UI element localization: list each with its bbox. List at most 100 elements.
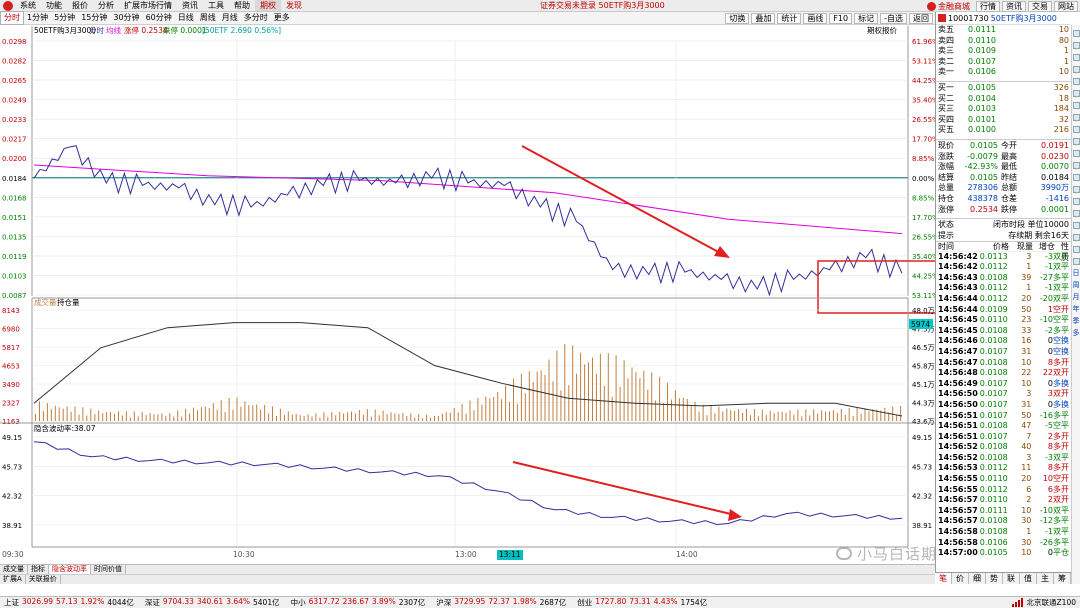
f10-button[interactable]: F10 bbox=[829, 13, 853, 24]
sidebar-tool-icon[interactable] bbox=[1072, 174, 1080, 181]
connection-status[interactable]: 北京联通Z100 bbox=[1009, 597, 1080, 608]
tab-ticks[interactable]: 笔 bbox=[935, 573, 952, 584]
website-button[interactable]: 网站 bbox=[1054, 0, 1078, 12]
period-60min[interactable]: 60分钟 bbox=[145, 13, 172, 22]
option-quote-link[interactable]: 期权报价 bbox=[867, 25, 897, 35]
tick-row[interactable]: 14:56:49 0.0107 10 0 多换 bbox=[936, 379, 1071, 390]
intraday-chart[interactable]: 50ETF购3月3000 分时 均线 涨停 0.2534 跌停 0.0001 [… bbox=[0, 25, 935, 564]
tab-value[interactable]: 值 bbox=[1020, 573, 1037, 584]
sidebar-period-quarter[interactable]: 季 bbox=[1072, 317, 1080, 325]
tick-row[interactable]: 14:56:51 0.0107 7 2 多开 bbox=[936, 432, 1071, 443]
tick-table[interactable]: 14:56:42 0.0113 3 -3 双平 14:56:42 0.0112 1 -1 双平 14… bbox=[936, 252, 1071, 559]
tab-volume[interactable]: 成交量 bbox=[0, 565, 28, 574]
index-item[interactable]: 深证 9704.33 340.61 3.64% 5401亿 bbox=[141, 597, 287, 608]
tab-trend[interactable]: 势 bbox=[986, 573, 1003, 584]
tab-extension-a[interactable]: 扩展A bbox=[0, 575, 26, 584]
sidebar-tool-icon[interactable] bbox=[1072, 222, 1080, 229]
ask-row[interactable]: 卖五 0.0111 10 bbox=[936, 25, 1071, 36]
tick-row[interactable]: 14:56:43 0.0112 1 -1 双平 bbox=[936, 283, 1071, 294]
tick-row[interactable]: 14:56:44 0.0109 50 1 空开 bbox=[936, 305, 1071, 316]
tick-row[interactable]: 14:56:46 0.0108 16 0 空换 bbox=[936, 336, 1071, 347]
tick-row[interactable]: 14:56:50 0.0107 31 0 多换 bbox=[936, 400, 1071, 411]
sidebar-tool-icon[interactable] bbox=[1072, 66, 1080, 73]
period-30min[interactable]: 30分钟 bbox=[113, 13, 140, 22]
tab-detail[interactable]: 细 bbox=[969, 573, 986, 584]
menu-item-discover[interactable]: 发现 bbox=[286, 1, 302, 10]
trade-button[interactable]: 交易 bbox=[1028, 0, 1052, 12]
tab-related-quote[interactable]: 关联报价 bbox=[26, 575, 61, 584]
sidebar-tool-icon[interactable] bbox=[1072, 114, 1080, 121]
sidebar-tool-icon[interactable] bbox=[1072, 162, 1080, 169]
menu-item-function[interactable]: 功能 bbox=[46, 1, 62, 10]
back-button[interactable]: 返回 bbox=[909, 13, 933, 24]
period-5min[interactable]: 5分钟 bbox=[54, 13, 76, 22]
menu-item-tools[interactable]: 工具 bbox=[208, 1, 224, 10]
tick-row[interactable]: 14:56:53 0.0112 11 8 多开 bbox=[936, 463, 1071, 474]
tick-row[interactable]: 14:56:55 0.0110 20 10 空开 bbox=[936, 474, 1071, 485]
tick-row[interactable]: 14:56:57 0.0108 30 -12 多平 bbox=[936, 516, 1071, 527]
tab-implied-volatility[interactable]: 隐含波动率 bbox=[49, 565, 91, 574]
tick-row[interactable]: 14:56:58 0.0106 30 -26 多平 bbox=[936, 538, 1071, 549]
period-weekly[interactable]: 周线 bbox=[199, 13, 216, 22]
news-button[interactable]: 资讯 bbox=[1002, 0, 1026, 12]
sidebar-tool-icon[interactable] bbox=[1072, 234, 1080, 241]
tick-row[interactable]: 14:56:50 0.0107 3 3 双开 bbox=[936, 389, 1071, 400]
sidebar-tool-icon[interactable] bbox=[1072, 246, 1080, 253]
ask-row[interactable]: 卖二 0.0107 1 bbox=[936, 57, 1071, 68]
period-15min[interactable]: 15分钟 bbox=[81, 13, 108, 22]
tick-row[interactable]: 14:57:00 0.0105 10 0 平仓 bbox=[936, 548, 1071, 559]
period-intraday[interactable]: 分时 bbox=[0, 11, 24, 25]
tick-row[interactable]: 14:56:45 0.0108 33 -2 多平 bbox=[936, 326, 1071, 337]
tab-main[interactable]: 主 bbox=[1037, 573, 1054, 584]
ask-row[interactable]: 卖三 0.0109 1 bbox=[936, 46, 1071, 57]
tick-row[interactable]: 14:56:51 0.0108 47 -5 空平 bbox=[936, 421, 1071, 432]
tick-row[interactable]: 14:56:45 0.0110 23 -10 空平 bbox=[936, 315, 1071, 326]
remove-watchlist-button[interactable]: -自选 bbox=[880, 13, 907, 24]
sidebar-period-multi[interactable]: 多 bbox=[1072, 329, 1080, 337]
tab-chips[interactable]: 筹 bbox=[1054, 573, 1071, 584]
tick-row[interactable]: 14:56:43 0.0108 39 -27 多平 bbox=[936, 273, 1071, 284]
tick-row[interactable]: 14:56:44 0.0112 20 -20 双平 bbox=[936, 294, 1071, 305]
sidebar-tool-icon[interactable] bbox=[1072, 126, 1080, 133]
sidebar-tool-icon[interactable] bbox=[1072, 258, 1080, 265]
menu-item-help[interactable]: 帮助 bbox=[234, 1, 250, 10]
sidebar-period-month[interactable]: 月 bbox=[1072, 293, 1080, 301]
tab-indicator[interactable]: 指标 bbox=[28, 565, 49, 574]
period-daily[interactable]: 日线 bbox=[177, 13, 194, 22]
ask-row[interactable]: 卖一 0.0106 10 bbox=[936, 67, 1071, 78]
tick-row[interactable]: 14:56:42 0.0113 3 -3 双平 bbox=[936, 252, 1071, 263]
tick-row[interactable]: 14:56:57 0.0110 2 2 双开 bbox=[936, 495, 1071, 506]
index-item[interactable]: 中小 6317.72 236.67 3.89% 2307亿 bbox=[287, 597, 433, 608]
sidebar-tool-icon[interactable] bbox=[1072, 42, 1080, 49]
bid-row[interactable]: 买五 0.0100 216 bbox=[936, 125, 1071, 136]
bid-row[interactable]: 买三 0.0103 184 bbox=[936, 104, 1071, 115]
stats-button[interactable]: 统计 bbox=[777, 13, 802, 24]
sidebar-tool-icon[interactable] bbox=[1072, 138, 1080, 145]
tab-price[interactable]: 价 bbox=[952, 573, 969, 584]
switch-button[interactable]: 切换 bbox=[725, 13, 750, 24]
tick-row[interactable]: 14:56:52 0.0108 3 -3 双平 bbox=[936, 453, 1071, 464]
period-more[interactable]: 更多 bbox=[273, 13, 290, 22]
sidebar-tool-icon[interactable] bbox=[1072, 78, 1080, 85]
tick-row[interactable]: 14:56:51 0.0107 50 -16 多平 bbox=[936, 411, 1071, 422]
sidebar-period-day[interactable]: 日 bbox=[1072, 269, 1080, 277]
menu-item-news[interactable]: 资讯 bbox=[182, 1, 198, 10]
tick-row[interactable]: 14:56:42 0.0112 1 -1 双平 bbox=[936, 262, 1071, 273]
sidebar-period-year[interactable]: 年 bbox=[1072, 305, 1080, 313]
period-multi-intraday[interactable]: 多分时 bbox=[243, 13, 268, 22]
ask-row[interactable]: 卖四 0.0110 80 bbox=[936, 36, 1071, 47]
tick-row[interactable]: 14:56:58 0.0108 1 -1 双平 bbox=[936, 527, 1071, 538]
sidebar-tool-icon[interactable] bbox=[1072, 150, 1080, 157]
tick-row[interactable]: 14:56:55 0.0112 6 6 多开 bbox=[936, 485, 1071, 496]
index-item[interactable]: 沪深 3729.95 72.37 1.98% 2687亿 bbox=[432, 597, 573, 608]
tick-row[interactable]: 14:56:47 0.0107 31 0 空换 bbox=[936, 347, 1071, 358]
tick-row[interactable]: 14:56:48 0.0108 22 22 双开 bbox=[936, 368, 1071, 379]
period-monthly[interactable]: 月线 bbox=[221, 13, 238, 22]
index-item[interactable]: 上证 3026.99 57.13 1.92% 4044亿 bbox=[0, 597, 141, 608]
sidebar-tool-icon[interactable] bbox=[1072, 30, 1080, 37]
draw-button[interactable]: 画线 bbox=[803, 13, 828, 24]
mark-button[interactable]: 标记 bbox=[854, 13, 879, 24]
bid-row[interactable]: 买一 0.0105 326 bbox=[936, 83, 1071, 94]
sidebar-period-week[interactable]: 周 bbox=[1072, 281, 1080, 289]
overlay-button[interactable]: 叠加 bbox=[751, 13, 776, 24]
